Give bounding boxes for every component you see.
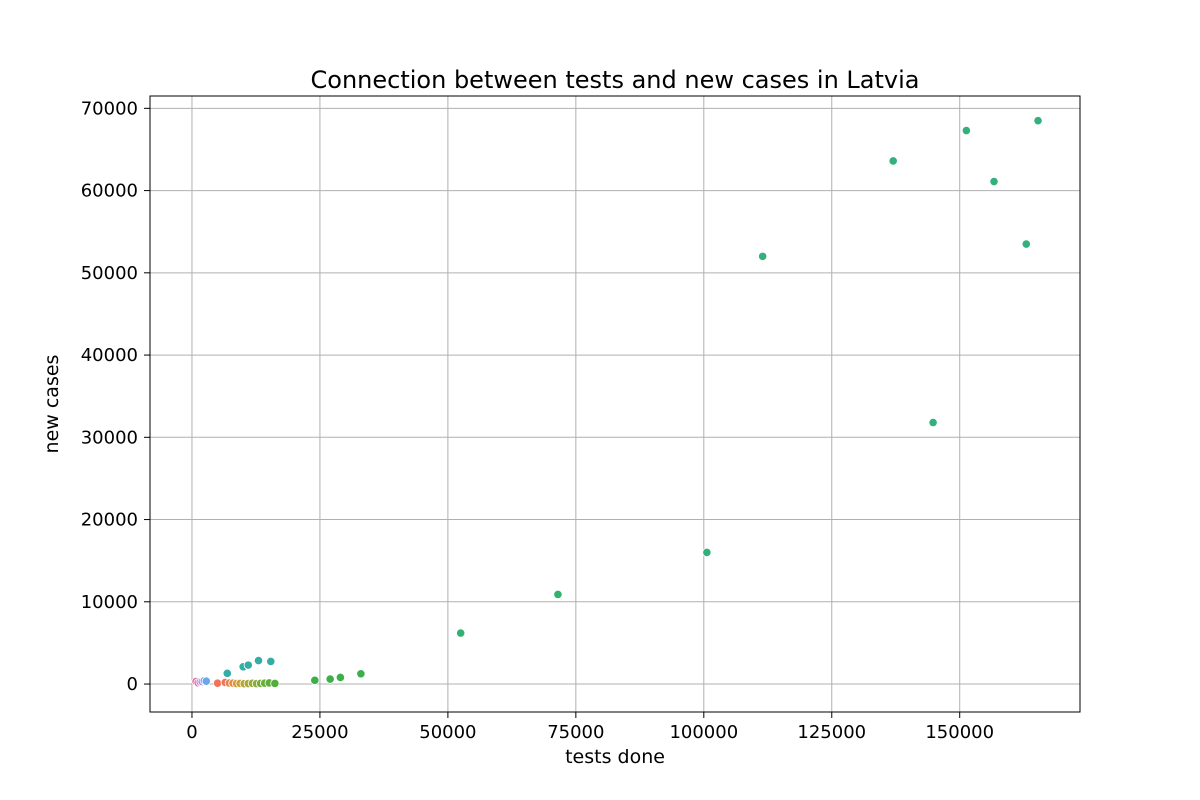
y-tick-label: 40000 [81,345,138,366]
y-tick-label: 10000 [81,592,138,613]
data-point [335,672,346,683]
y-tick-label: 0 [127,674,138,695]
data-point [212,678,223,688]
data-point [243,660,253,670]
x-tick-label: 25000 [291,722,348,743]
y-axis-ticks: 0 10000 20000 30000 40000 50000 60000 70000 [81,98,150,695]
plot-frame [149,95,1081,713]
data-point [201,676,211,686]
x-tick-label: 125000 [797,722,866,743]
y-tick-label: 50000 [81,263,138,284]
data-point [266,656,276,667]
x-tick-label: 50000 [419,722,476,743]
data-point [961,125,971,136]
data-point [325,674,335,684]
data-point [702,547,712,558]
y-tick-label: 30000 [81,427,138,448]
x-tick-label: 0 [186,722,197,743]
data-point [888,156,898,166]
data-point [456,628,466,638]
y-tick-label: 70000 [81,98,138,119]
grid [150,96,1080,712]
x-axis-ticks: 0 25000 50000 75000 100000 125000 150000 [186,712,994,743]
y-tick-label: 20000 [81,510,138,531]
data-point [989,176,999,187]
data-point [1021,239,1031,249]
data-point [253,655,264,666]
data-point [356,669,366,679]
data-points [191,116,1043,689]
x-tick-label: 100000 [669,722,738,743]
x-axis-label: tests done [565,746,665,768]
x-tick-label: 75000 [547,722,604,743]
data-point [928,417,938,428]
data-point [222,668,232,678]
y-tick-label: 60000 [81,181,138,202]
data-point [553,589,563,599]
chart-title: Connection between tests and new cases i… [311,66,920,94]
data-point [758,251,768,261]
x-tick-label: 150000 [925,722,994,743]
data-point [310,675,320,685]
data-point [1033,116,1043,126]
data-point [270,678,280,688]
y-axis-label: new cases [41,355,63,454]
